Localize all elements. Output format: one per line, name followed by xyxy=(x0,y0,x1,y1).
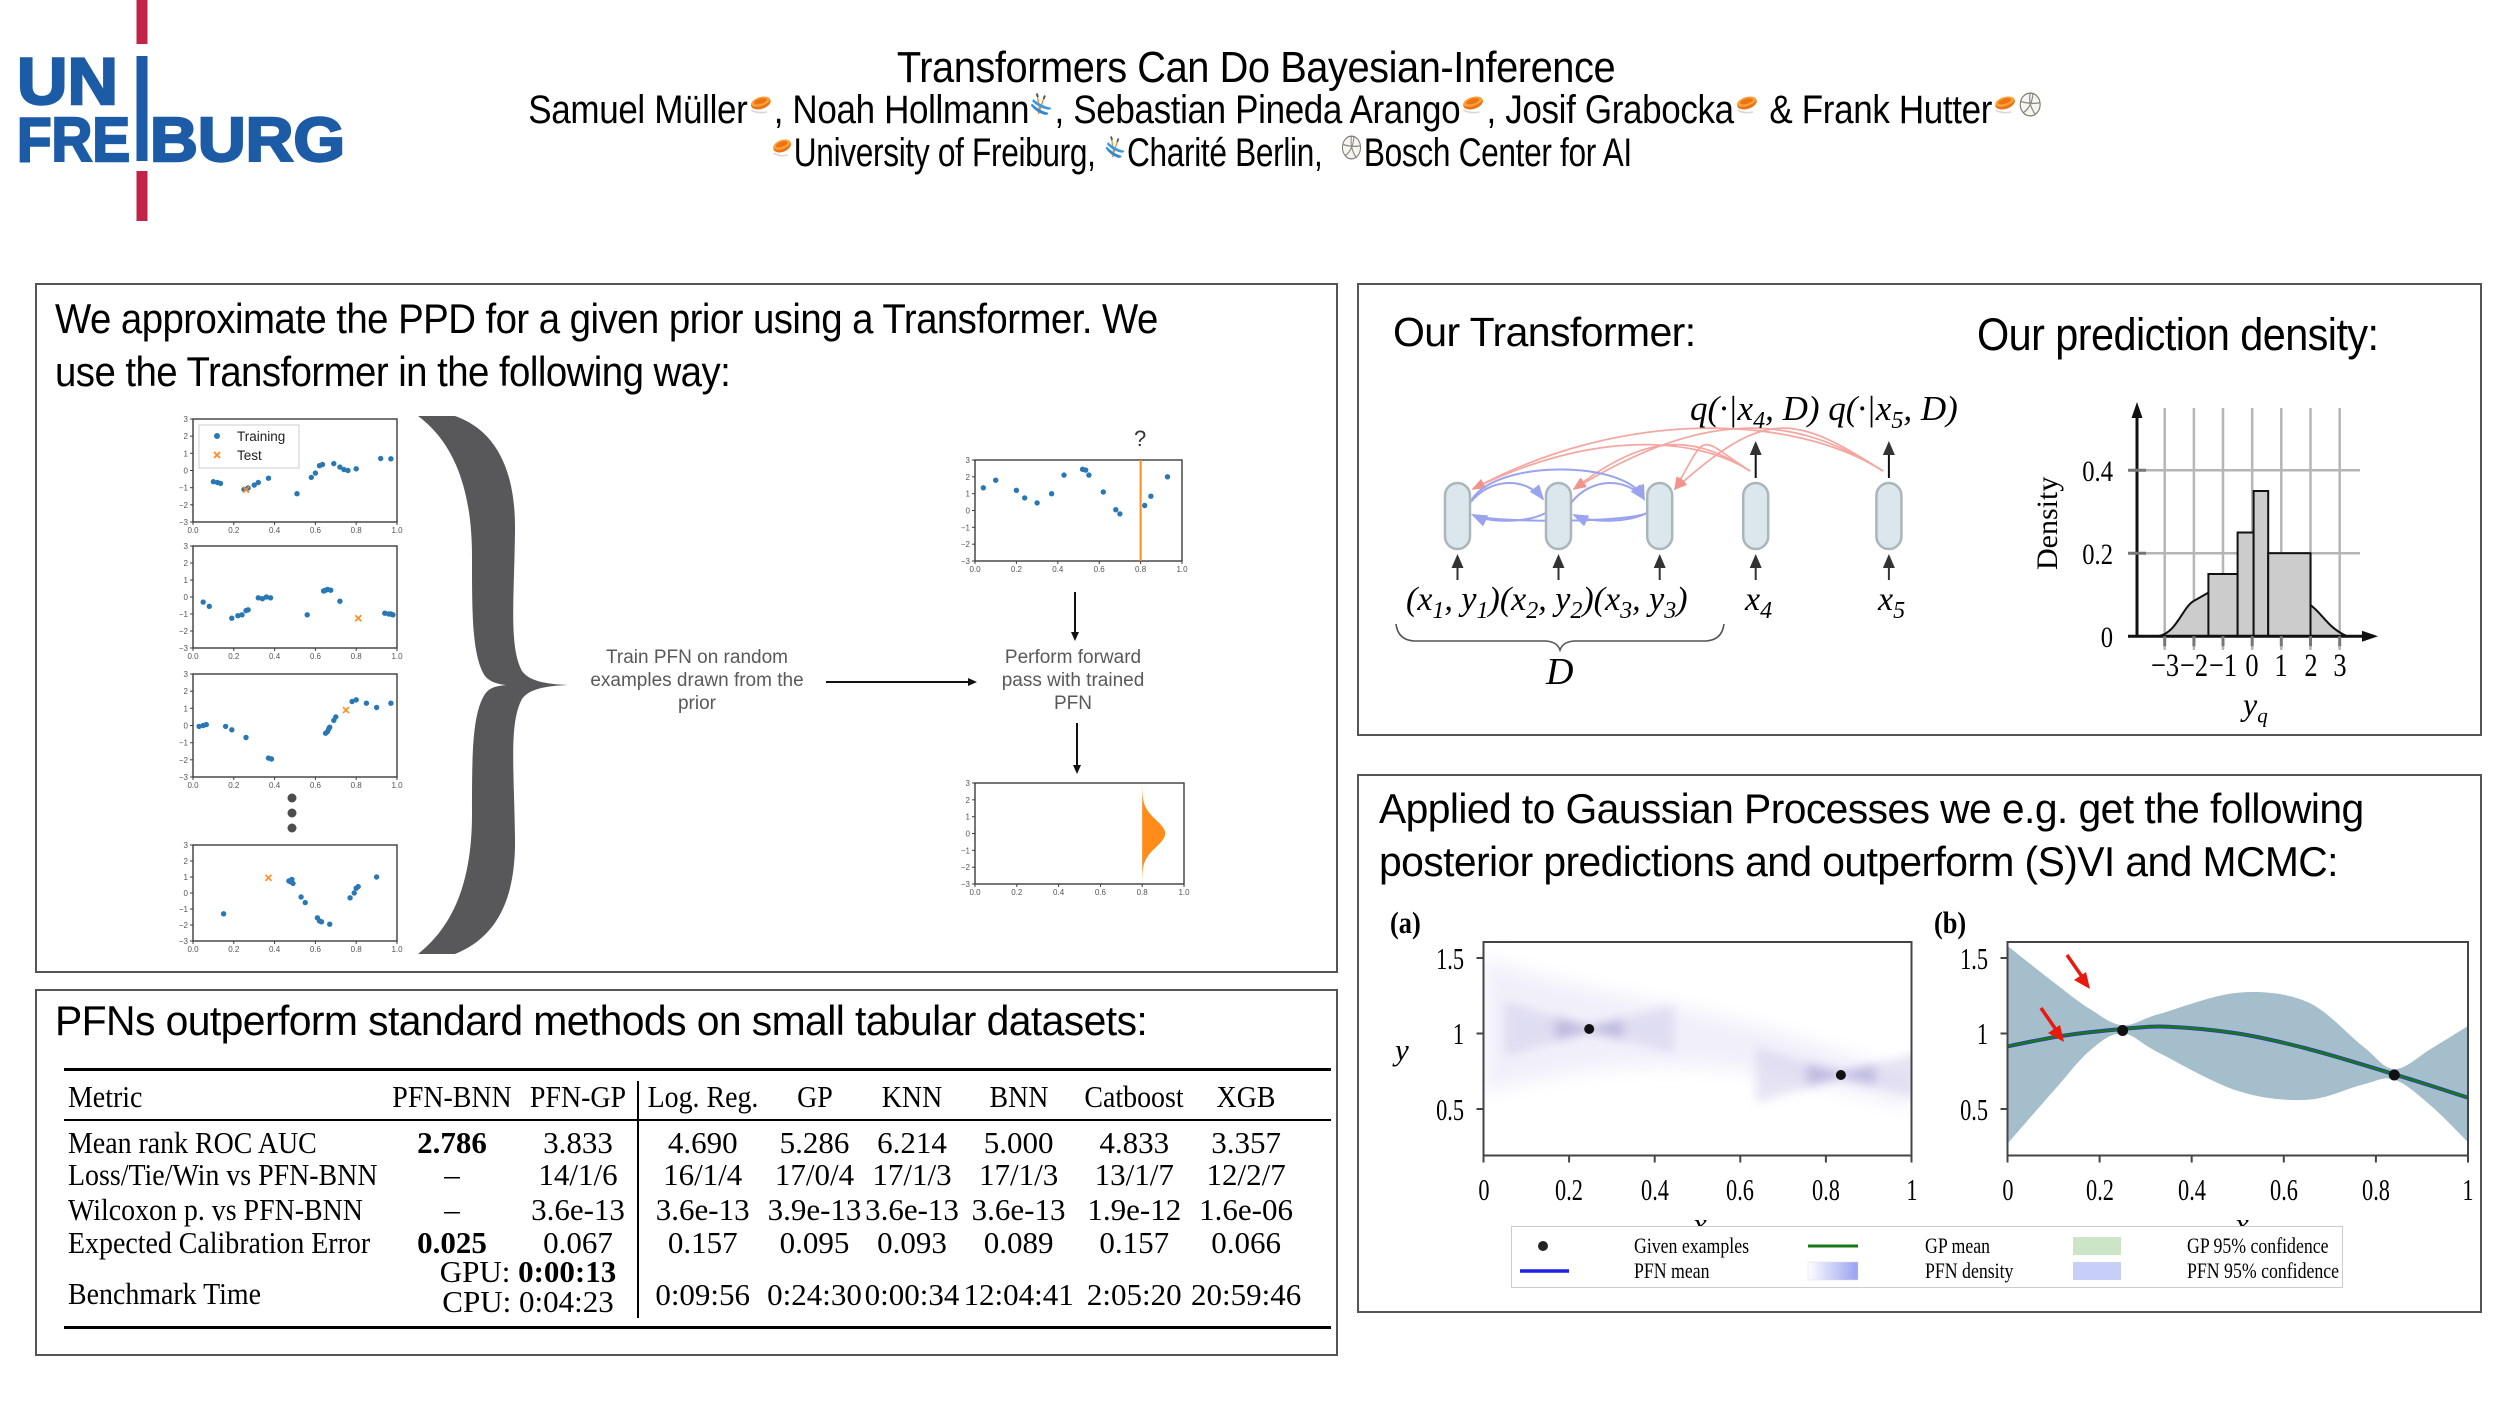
svg-text:−1: −1 xyxy=(179,610,189,619)
svg-text:0: 0 xyxy=(184,593,189,602)
svg-text:0.8: 0.8 xyxy=(1137,888,1149,897)
svg-text:−3: −3 xyxy=(179,937,189,946)
svg-text:1: 1 xyxy=(966,490,971,499)
svg-text:2: 2 xyxy=(184,857,189,866)
svg-text:2: 2 xyxy=(184,559,189,568)
svg-text:0.0: 0.0 xyxy=(187,526,199,535)
svg-text:0.6: 0.6 xyxy=(310,781,322,790)
svg-text:2: 2 xyxy=(966,796,971,805)
svg-text:3: 3 xyxy=(184,415,189,424)
svg-text:1: 1 xyxy=(184,449,189,458)
svg-text:FRE: FRE xyxy=(17,106,130,175)
svg-text:0.6: 0.6 xyxy=(310,945,322,954)
svg-text:0.0: 0.0 xyxy=(969,888,981,897)
svg-text:−3: −3 xyxy=(179,518,189,527)
svg-text:3: 3 xyxy=(966,456,971,465)
svg-text:−2: −2 xyxy=(961,540,971,549)
svg-text:0.8: 0.8 xyxy=(1135,565,1147,574)
svg-text:UN: UN xyxy=(17,44,118,118)
svg-text:2: 2 xyxy=(184,432,189,441)
svg-text:−3: −3 xyxy=(961,880,971,889)
svg-text:−3: −3 xyxy=(961,557,971,566)
svg-text:1: 1 xyxy=(184,576,189,585)
svg-text:2: 2 xyxy=(966,473,971,482)
svg-text:2: 2 xyxy=(184,687,189,696)
svg-text:3: 3 xyxy=(184,542,189,551)
svg-text:0: 0 xyxy=(966,830,971,839)
svg-text:0.2: 0.2 xyxy=(228,652,240,661)
svg-text:0.4: 0.4 xyxy=(1053,888,1065,897)
svg-text:0.8: 0.8 xyxy=(351,652,363,661)
svg-text:−3: −3 xyxy=(179,773,189,782)
svg-text:0.2: 0.2 xyxy=(1011,565,1023,574)
svg-text:0.4: 0.4 xyxy=(269,652,281,661)
svg-text:0.6: 0.6 xyxy=(310,526,322,535)
svg-text:1.0: 1.0 xyxy=(391,652,403,661)
svg-text:−2: −2 xyxy=(961,863,971,872)
svg-text:0.6: 0.6 xyxy=(1094,565,1106,574)
svg-text:0.8: 0.8 xyxy=(351,781,363,790)
svg-text:0: 0 xyxy=(966,507,971,516)
svg-text:0.8: 0.8 xyxy=(351,945,363,954)
svg-text:0.2: 0.2 xyxy=(1011,888,1023,897)
svg-text:0.4: 0.4 xyxy=(269,945,281,954)
svg-text:0.0: 0.0 xyxy=(969,565,981,574)
svg-text:−1: −1 xyxy=(179,484,189,493)
svg-text:0.6: 0.6 xyxy=(310,652,322,661)
svg-text:1.0: 1.0 xyxy=(1176,565,1188,574)
svg-text:3: 3 xyxy=(184,841,189,850)
svg-text:BURG: BURG xyxy=(150,106,345,175)
svg-text:1.0: 1.0 xyxy=(391,945,403,954)
svg-text:0.4: 0.4 xyxy=(1052,565,1064,574)
svg-text:0: 0 xyxy=(184,467,189,476)
svg-text:0.4: 0.4 xyxy=(269,526,281,535)
svg-text:−2: −2 xyxy=(179,627,189,636)
svg-text:0.2: 0.2 xyxy=(228,945,240,954)
svg-text:−3: −3 xyxy=(179,644,189,653)
svg-text:−1: −1 xyxy=(179,905,189,914)
svg-text:1: 1 xyxy=(966,813,971,822)
svg-text:−1: −1 xyxy=(961,846,971,855)
svg-text:−2: −2 xyxy=(179,756,189,765)
svg-text:1.0: 1.0 xyxy=(391,526,403,535)
svg-text:0.4: 0.4 xyxy=(269,781,281,790)
svg-text:1.0: 1.0 xyxy=(1178,888,1190,897)
svg-text:0.0: 0.0 xyxy=(187,781,199,790)
svg-text:0: 0 xyxy=(184,722,189,731)
svg-text:0.6: 0.6 xyxy=(1095,888,1107,897)
svg-text:Training: Training xyxy=(237,429,285,444)
svg-text:0.0: 0.0 xyxy=(187,652,199,661)
svg-text:−1: −1 xyxy=(961,523,971,532)
svg-text:0.2: 0.2 xyxy=(228,781,240,790)
svg-text:0.2: 0.2 xyxy=(228,526,240,535)
svg-text:−1: −1 xyxy=(179,739,189,748)
svg-text:0.0: 0.0 xyxy=(187,945,199,954)
svg-text:−2: −2 xyxy=(179,921,189,930)
svg-text:1.0: 1.0 xyxy=(391,781,403,790)
svg-text:1: 1 xyxy=(184,873,189,882)
svg-text:3: 3 xyxy=(966,779,971,788)
svg-text:0.8: 0.8 xyxy=(351,526,363,535)
svg-text:−2: −2 xyxy=(179,501,189,510)
svg-text:Test: Test xyxy=(237,448,262,463)
svg-text:0: 0 xyxy=(184,889,189,898)
svg-text:3: 3 xyxy=(184,670,189,679)
svg-text:1: 1 xyxy=(184,704,189,713)
